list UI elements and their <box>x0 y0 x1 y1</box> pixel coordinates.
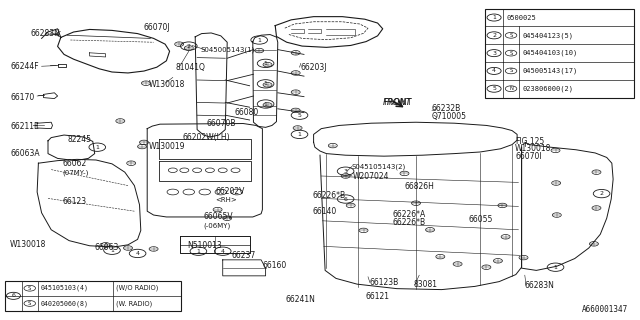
Text: 4: 4 <box>221 249 225 254</box>
Text: 0500025: 0500025 <box>506 14 536 20</box>
Text: 040205060(8): 040205060(8) <box>40 300 88 307</box>
Text: 66283N: 66283N <box>525 281 555 290</box>
Text: (-06MY): (-06MY) <box>204 222 231 229</box>
Text: 3: 3 <box>492 51 496 56</box>
Text: <RH>: <RH> <box>215 197 237 203</box>
Text: 2: 2 <box>187 44 191 49</box>
Text: 66826H: 66826H <box>404 182 435 191</box>
Text: FIG.125: FIG.125 <box>515 137 545 146</box>
Text: (W. RADIO): (W. RADIO) <box>116 300 152 307</box>
Text: 66241N: 66241N <box>285 295 316 304</box>
Text: 2: 2 <box>600 191 604 196</box>
Text: W130018: W130018 <box>10 240 47 249</box>
Text: 66062: 66062 <box>62 159 86 168</box>
Text: 66203J: 66203J <box>301 63 327 72</box>
Text: (W/O RADIO): (W/O RADIO) <box>116 285 158 292</box>
Text: S: S <box>28 301 31 306</box>
Text: 66140: 66140 <box>312 207 337 216</box>
Text: W130018: W130018 <box>515 144 552 153</box>
Text: 66211E: 66211E <box>10 122 39 131</box>
Text: 83081: 83081 <box>413 280 438 289</box>
Text: 66063A: 66063A <box>10 149 40 158</box>
Text: 1: 1 <box>492 15 496 20</box>
Text: FRONT: FRONT <box>383 98 412 107</box>
Text: N: N <box>509 86 513 91</box>
Text: 5: 5 <box>298 113 301 118</box>
Text: 045404123(5): 045404123(5) <box>522 32 573 39</box>
Text: 81041Q: 81041Q <box>176 63 206 72</box>
Text: 6: 6 <box>12 293 15 298</box>
Text: 66237: 66237 <box>232 251 256 260</box>
Bar <box>5 281 181 311</box>
Text: 4: 4 <box>136 251 140 256</box>
Text: 66070I: 66070I <box>515 152 542 161</box>
Text: 66170: 66170 <box>10 93 35 102</box>
Text: S: S <box>509 68 513 73</box>
Text: 66232B: 66232B <box>432 104 461 113</box>
Text: 1: 1 <box>264 101 268 107</box>
Text: 4: 4 <box>492 68 496 73</box>
Text: Q710005: Q710005 <box>432 112 467 121</box>
Text: 1: 1 <box>196 249 200 254</box>
Text: 023806000(2): 023806000(2) <box>522 85 573 92</box>
Text: 66244F: 66244F <box>10 62 39 71</box>
Text: 82245: 82245 <box>67 135 92 144</box>
Text: 66283N: 66283N <box>31 29 61 38</box>
Text: 66123B: 66123B <box>369 278 399 287</box>
Text: 6: 6 <box>344 196 348 202</box>
Text: 1: 1 <box>554 265 557 270</box>
Text: 66202V: 66202V <box>215 187 244 196</box>
Text: 66063: 66063 <box>95 244 119 252</box>
Text: S: S <box>509 51 513 56</box>
Text: 3: 3 <box>344 169 348 174</box>
Text: W207024: W207024 <box>353 172 389 180</box>
Text: 1: 1 <box>264 61 268 66</box>
Text: A660001347: A660001347 <box>582 305 628 314</box>
Text: 5: 5 <box>492 86 496 91</box>
Text: 1: 1 <box>298 132 301 137</box>
Text: 66070J: 66070J <box>144 23 171 32</box>
Text: 1: 1 <box>257 37 261 43</box>
Text: S045105143(2): S045105143(2) <box>352 163 406 170</box>
Text: 045404103(10): 045404103(10) <box>522 50 577 56</box>
Text: 045005143(17): 045005143(17) <box>522 68 577 74</box>
Bar <box>485 9 634 98</box>
Text: 1: 1 <box>110 248 114 253</box>
Text: 66065V: 66065V <box>204 212 233 221</box>
Text: W130018: W130018 <box>148 80 185 89</box>
Text: 045105103(4): 045105103(4) <box>40 285 88 292</box>
Text: 66121: 66121 <box>365 292 389 301</box>
Text: S045005143(1): S045005143(1) <box>200 46 255 53</box>
Text: 66202W(LH): 66202W(LH) <box>182 133 230 142</box>
Text: (07MY-): (07MY-) <box>62 170 88 176</box>
Text: S: S <box>28 286 31 291</box>
Text: 66160: 66160 <box>262 261 287 270</box>
Text: 1: 1 <box>264 81 268 86</box>
Text: FRONT: FRONT <box>383 98 412 107</box>
Text: 66123: 66123 <box>62 197 86 206</box>
Text: 66226*B: 66226*B <box>393 218 426 227</box>
Text: 66070B: 66070B <box>206 119 236 128</box>
Text: 66080: 66080 <box>234 108 259 116</box>
Text: 66055: 66055 <box>468 215 493 224</box>
Text: 66226*B: 66226*B <box>312 191 346 200</box>
Text: S: S <box>509 33 513 38</box>
Text: 66226*A: 66226*A <box>393 210 426 219</box>
Text: N510013: N510013 <box>187 241 221 250</box>
Text: 1: 1 <box>95 145 99 150</box>
Text: 2: 2 <box>492 33 496 38</box>
Text: W130019: W130019 <box>148 142 185 151</box>
